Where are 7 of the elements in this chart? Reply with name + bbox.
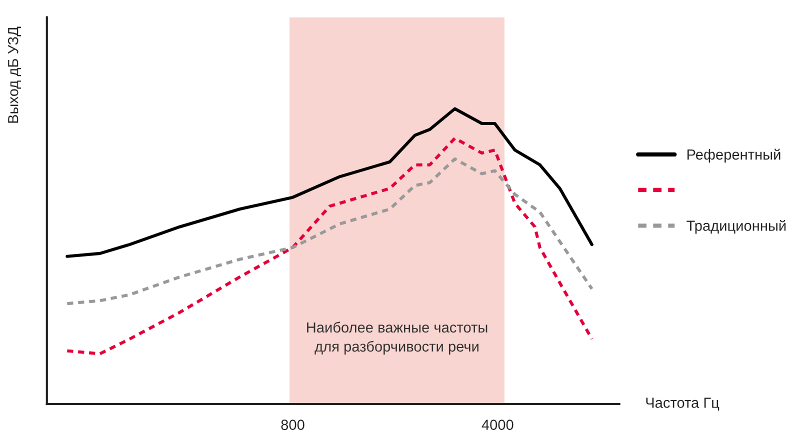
x-tick-label: 4000 — [482, 420, 514, 430]
y-axis-title: Выход дБ УЗД — [8, 26, 22, 123]
legend-label: Референтный — [687, 148, 780, 163]
x-tick-label: 800 — [281, 420, 304, 430]
legend-label: Традиционный — [686, 220, 786, 234]
x-axis-title: Частота Гц — [646, 398, 720, 411]
band-label: Наиболее важные частоты для разборчивости речи — [307, 322, 488, 355]
